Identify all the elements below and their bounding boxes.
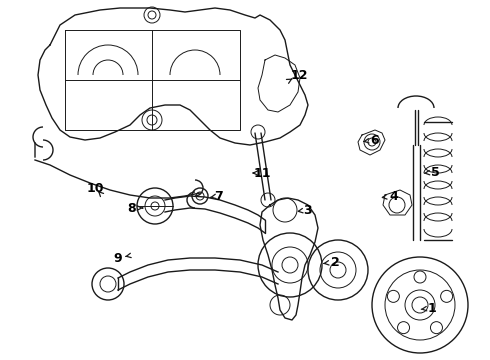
Text: 3: 3: [303, 203, 311, 216]
Text: 11: 11: [253, 166, 271, 180]
Text: 12: 12: [290, 68, 308, 81]
Text: 6: 6: [371, 134, 379, 147]
Text: 5: 5: [431, 166, 440, 179]
Text: 7: 7: [214, 189, 222, 202]
Text: 9: 9: [114, 252, 122, 265]
Text: 2: 2: [331, 256, 340, 269]
Text: 8: 8: [128, 202, 136, 215]
Text: 4: 4: [390, 189, 398, 202]
Text: 1: 1: [428, 302, 437, 315]
Text: 10: 10: [86, 181, 104, 194]
